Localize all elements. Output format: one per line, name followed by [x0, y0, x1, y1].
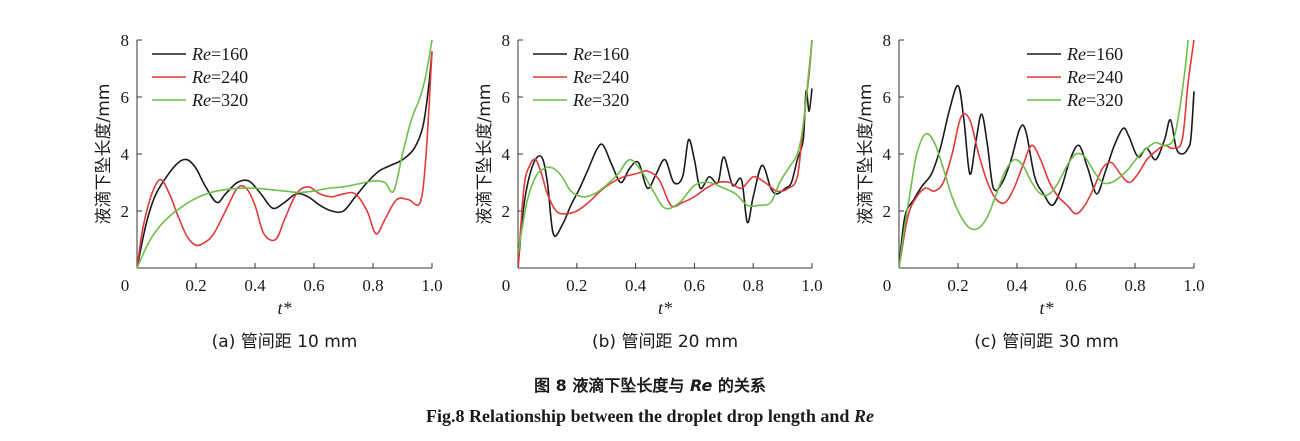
- series-line-re-240: [137, 51, 433, 268]
- y-tick-label: 6: [121, 88, 130, 107]
- chart-panel: 2 4 6 8 0 0.2 0.4 0.6 0.8 1.0 t* 液滴下坠长度/mm (c) 管间距 3…: [856, 31, 1205, 352]
- legend-label: Re=240: [572, 67, 629, 87]
- y-axis-label: 液滴下坠长度/mm: [475, 84, 495, 225]
- x-tick-label: 0.8: [362, 276, 383, 295]
- legend-label: Re=160: [191, 44, 248, 64]
- x-tick-label: 0.4: [244, 276, 266, 295]
- legend-label-symbol: Re: [191, 44, 211, 64]
- legend-label: Re=160: [1066, 44, 1123, 64]
- legend-label-value: =320: [1086, 90, 1123, 110]
- series-line-re-160: [518, 88, 813, 268]
- x-tick-label: 0.8: [1124, 276, 1145, 295]
- x-tick-label: 0.4: [1006, 276, 1028, 295]
- series-line-re-160: [899, 84, 1195, 268]
- y-tick-label: 2: [502, 202, 511, 221]
- x-tick-label: 0.8: [743, 276, 764, 295]
- legend-label-value: =320: [211, 90, 248, 110]
- y-axis-label: 液滴下坠长度/mm: [94, 84, 114, 225]
- legend-label: Re=320: [1066, 90, 1123, 110]
- panel-subtitle: (b) 管间距 20 mm: [592, 332, 738, 352]
- legend-label-value: =240: [211, 67, 248, 87]
- plot-area: [899, 39, 1195, 268]
- legend-label-value: =160: [1086, 44, 1123, 64]
- legend-label-value: =320: [592, 90, 629, 110]
- x-tick-label: 0.6: [303, 276, 324, 295]
- x-tick-label: 0.2: [185, 276, 206, 295]
- x-tick-label: 1.0: [1183, 276, 1204, 295]
- legend-label: Re=240: [1066, 67, 1123, 87]
- y-tick-label: 8: [121, 31, 130, 50]
- legend-label: Re=320: [191, 90, 248, 110]
- panel-subtitle: (c) 管间距 30 mm: [974, 332, 1119, 352]
- legend-label-symbol: Re: [572, 44, 592, 64]
- y-axis-label: 液滴下坠长度/mm: [856, 84, 876, 225]
- series-line-re-160: [137, 51, 433, 268]
- x-tick-label: 0: [502, 276, 511, 295]
- legend-label-symbol: Re: [191, 67, 211, 87]
- series-line-re-240: [899, 39, 1195, 268]
- panel-subtitle: (a) 管间距 10 mm: [212, 332, 358, 352]
- caption-cn-prefix: 图 8 液滴下坠长度与: [534, 376, 690, 395]
- series-line-re-320: [137, 39, 433, 268]
- x-tick-label: 0: [121, 276, 130, 295]
- series-line-re-240: [518, 39, 813, 268]
- x-tick-label: 0.6: [684, 276, 705, 295]
- chart-panel: 2 4 6 8 0 0.2 0.4 0.6 0.8 1.0 t* 液滴下坠长度/mm (a) 管间距 1…: [94, 31, 443, 352]
- legend-label-symbol: Re: [1066, 67, 1086, 87]
- figure-caption-cn: 图 8 液滴下坠长度与 Re 的关系: [0, 372, 1300, 396]
- x-tick-label: 0.6: [1065, 276, 1086, 295]
- x-tick-label: 0.2: [947, 276, 968, 295]
- legend-label-symbol: Re: [1066, 90, 1086, 110]
- chart-panel: 2 4 6 8 0 0.2 0.4 0.6 0.8 1.0 t* 液滴下坠长度/mm (b) 管间距 2…: [475, 31, 823, 352]
- y-tick-label: 6: [883, 88, 892, 107]
- x-tick-label: 0: [883, 276, 892, 295]
- caption-cn-symbol: Re: [689, 376, 713, 395]
- legend-label-symbol: Re: [572, 67, 592, 87]
- x-tick-label: 1.0: [421, 276, 442, 295]
- series-line-re-320: [518, 39, 813, 254]
- caption-en-symbol: Re: [853, 406, 874, 426]
- y-tick-label: 4: [883, 145, 892, 164]
- legend-label-symbol: Re: [1066, 44, 1086, 64]
- legend-label-symbol: Re: [572, 90, 592, 110]
- y-tick-label: 4: [121, 145, 130, 164]
- legend-label-symbol: Re: [191, 90, 211, 110]
- legend-label-value: =160: [211, 44, 248, 64]
- plot-area: [137, 39, 433, 268]
- x-axis-label: t*: [277, 298, 291, 318]
- x-axis-label: t*: [658, 298, 672, 318]
- x-tick-label: 1.0: [801, 276, 822, 295]
- y-tick-label: 8: [502, 31, 511, 50]
- x-tick-label: 0.2: [566, 276, 587, 295]
- legend-label-value: =240: [592, 67, 629, 87]
- x-tick-label: 0.4: [625, 276, 647, 295]
- caption-en-prefix: Fig.8 Relationship between the droplet d…: [426, 406, 854, 426]
- y-tick-label: 2: [121, 202, 130, 221]
- y-tick-label: 8: [883, 31, 892, 50]
- legend-label-value: =160: [592, 44, 629, 64]
- legend-label: Re=320: [572, 90, 629, 110]
- caption-cn-suffix: 的关系: [712, 376, 766, 395]
- series-line-re-320: [899, 39, 1189, 268]
- figure-caption-en: Fig.8 Relationship between the droplet d…: [0, 406, 1300, 427]
- x-axis-label: t*: [1039, 298, 1053, 318]
- legend-label: Re=240: [191, 67, 248, 87]
- y-tick-label: 2: [883, 202, 892, 221]
- legend-label: Re=160: [572, 44, 629, 64]
- y-tick-label: 4: [502, 145, 511, 164]
- y-tick-label: 6: [502, 88, 511, 107]
- legend-label-value: =240: [1086, 67, 1123, 87]
- plot-area: [518, 39, 813, 268]
